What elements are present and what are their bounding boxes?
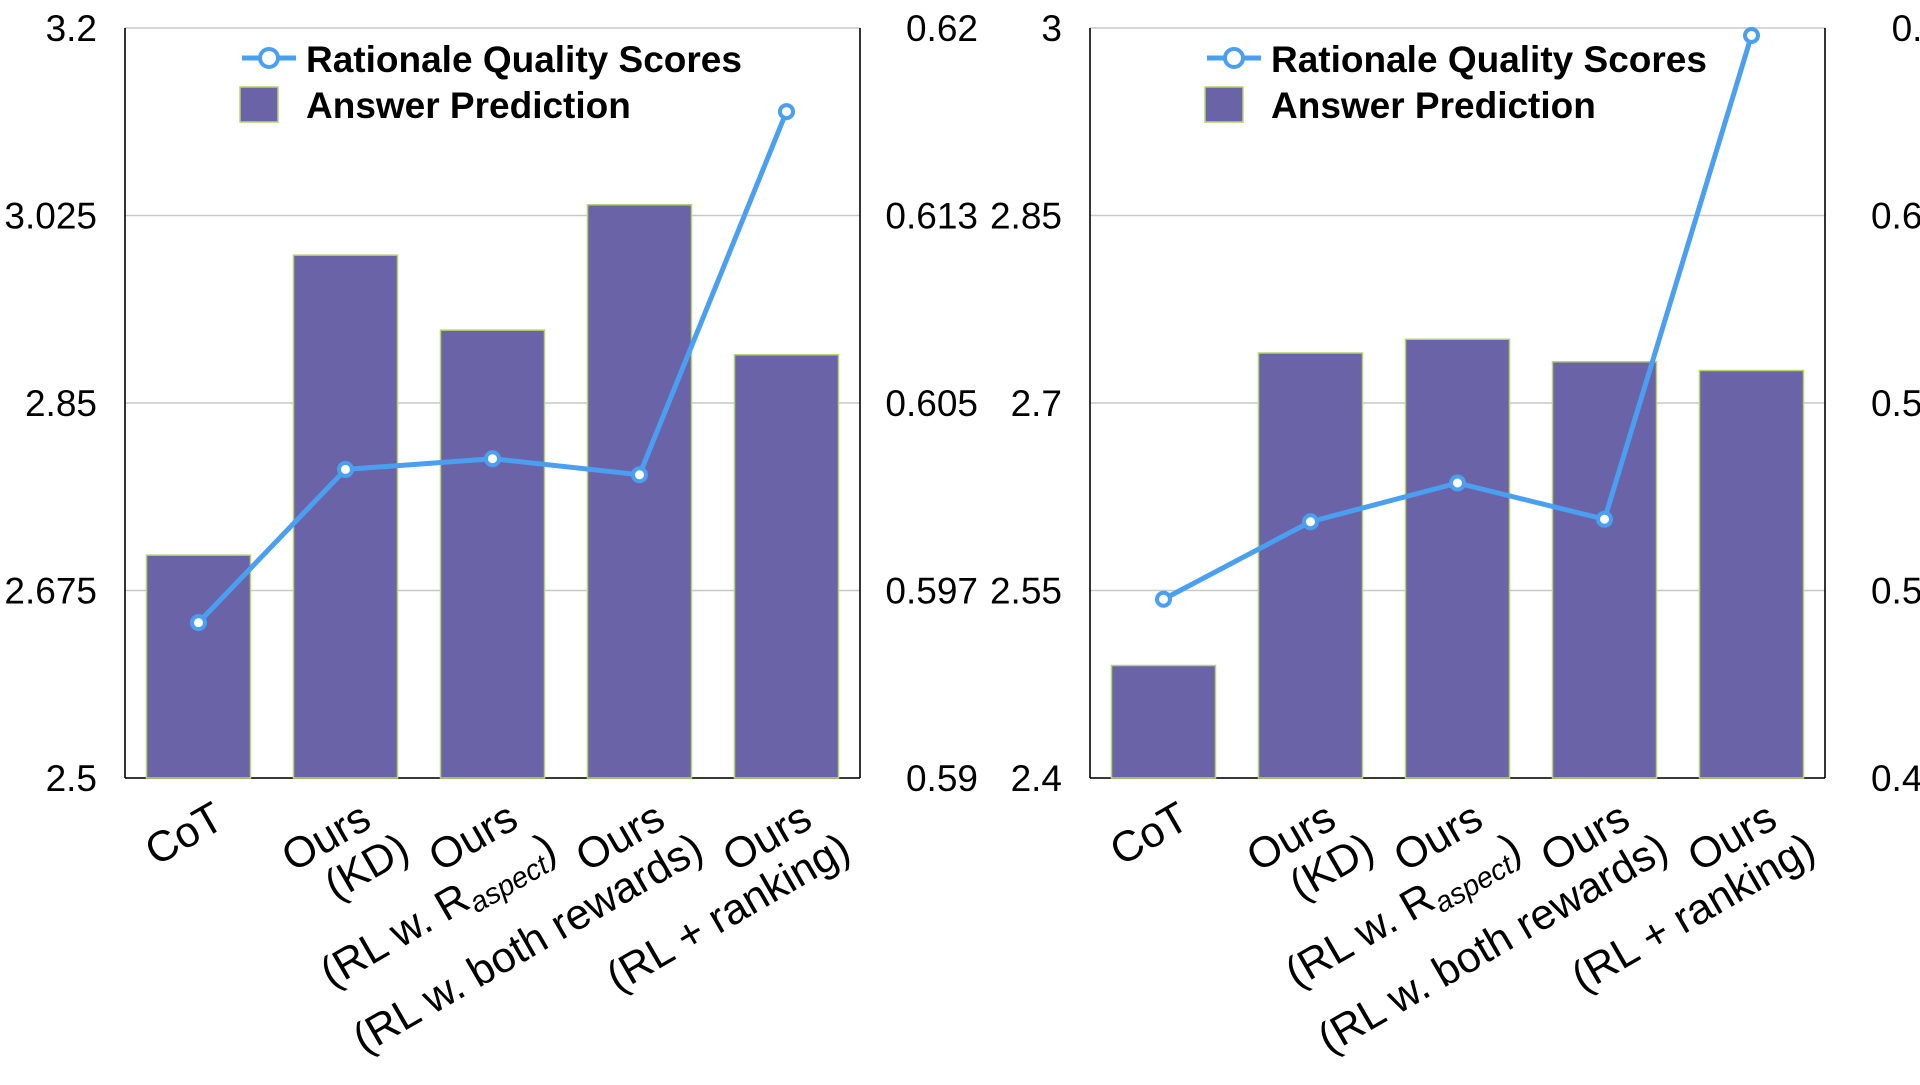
- bar: [1551, 361, 1658, 779]
- left-tick-label: 2.85: [990, 196, 1062, 237]
- line-point: [1449, 474, 1466, 492]
- bar: [1110, 664, 1217, 779]
- right-tick-label: 0.605: [885, 383, 978, 424]
- legend-line-entry: Rationale Quality Scores: [242, 39, 742, 80]
- line-point: [1596, 510, 1613, 528]
- chart-panel-2: 2.4 0.46 2.55 0.52 2.7 0.58 2.85 0.64 3 0.7 Ration…: [990, 8, 1920, 1063]
- legend-line-marker: [258, 47, 280, 69]
- legend-bar-entry: Answer Prediction: [1204, 85, 1596, 126]
- line-point: [337, 460, 354, 478]
- right-tick-label: 0.62: [906, 8, 978, 49]
- category-label: Ours(KD): [274, 793, 417, 910]
- left-tick-label: 2.7: [1011, 383, 1062, 424]
- right-tick-label: 0.597: [885, 571, 978, 612]
- bar: [292, 254, 399, 779]
- category-label-line1: CoT: [1102, 793, 1196, 875]
- bar: [586, 204, 693, 779]
- left-tick-label: 2.5: [46, 758, 97, 799]
- bar: [1698, 369, 1805, 779]
- category-label-line1: CoT: [137, 793, 231, 875]
- line-point: [190, 614, 207, 632]
- right-tick-label: 0.58: [1871, 383, 1920, 424]
- legend-bar-swatch: [1204, 86, 1244, 123]
- category-label: CoT: [137, 793, 231, 875]
- line-point: [484, 450, 501, 468]
- legend-line-marker: [1223, 47, 1245, 69]
- line-point: [1743, 27, 1760, 44]
- legend-label-line: Rationale Quality Scores: [306, 39, 742, 80]
- left-tick-label: 2.55: [990, 571, 1062, 612]
- bar: [145, 554, 252, 779]
- right-tick-label: 0.52: [1871, 571, 1920, 612]
- line-point: [778, 103, 795, 121]
- legend-label-bar: Answer Prediction: [306, 85, 631, 126]
- legend-bar-entry: Answer Prediction: [239, 85, 631, 126]
- left-tick-label: 3: [1041, 8, 1062, 49]
- bar: [1404, 338, 1511, 779]
- right-tick-label: 0.59: [906, 758, 978, 799]
- right-tick-label: 0.7: [1892, 8, 1920, 49]
- left-tick-label: 2.675: [4, 571, 97, 612]
- bar: [733, 354, 840, 779]
- chart-panel-1: 2.5 0.59 2.675 0.597 2.85 0.605 3.025 0.613 3.2 0…: [4, 8, 978, 1063]
- left-tick-label: 3.025: [4, 196, 97, 237]
- line-point: [1302, 513, 1319, 531]
- bar: [1257, 352, 1364, 779]
- left-tick-label: 2.85: [25, 383, 97, 424]
- category-label: CoT: [1102, 793, 1196, 875]
- legend-bar-swatch: [239, 86, 279, 123]
- right-tick-label: 0.613: [885, 196, 978, 237]
- left-tick-label: 2.4: [1011, 758, 1062, 799]
- line-point: [631, 466, 648, 484]
- line-point: [1155, 590, 1172, 608]
- left-tick-label: 3.2: [46, 8, 97, 49]
- bar: [439, 329, 546, 779]
- category-label: Ours(KD): [1239, 793, 1382, 910]
- right-tick-label: 0.64: [1871, 196, 1920, 237]
- legend-label-line: Rationale Quality Scores: [1271, 39, 1707, 80]
- legend-label-bar: Answer Prediction: [1271, 85, 1596, 126]
- right-tick-label: 0.46: [1871, 758, 1920, 799]
- legend-line-entry: Rationale Quality Scores: [1207, 39, 1707, 80]
